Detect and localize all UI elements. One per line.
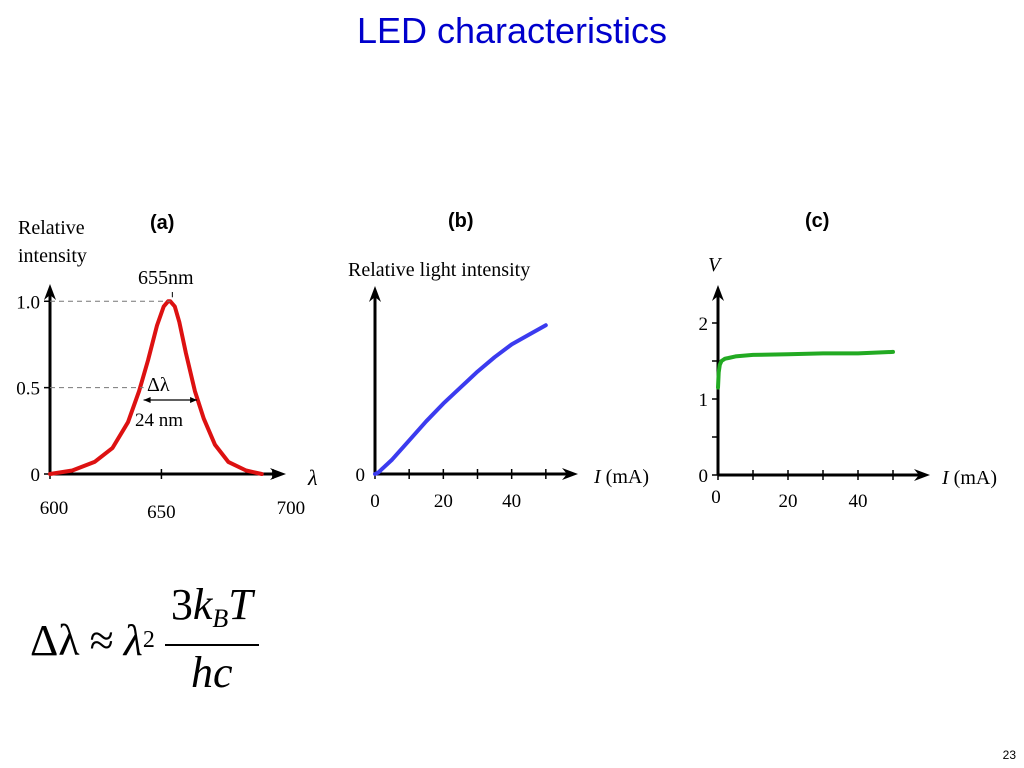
formula-numerator-sub: B [212, 604, 229, 633]
chart-c-y-arrow [712, 285, 724, 301]
chart-a-x-tick-label: 700 [277, 498, 306, 519]
formula-numerator-t: T [228, 580, 253, 629]
page-number: 23 [1002, 748, 1016, 762]
chart-b-x-tick-label: 40 [502, 491, 521, 512]
chart-a-width-symbol: Δλ [147, 374, 170, 396]
chart-b-y-arrow [369, 286, 381, 302]
formula-exponent: 2 [142, 626, 155, 653]
formula-approx: ≈ [89, 615, 114, 665]
panel-label-b: (b) [448, 210, 474, 232]
chart-c-xlabel-symbol: I [941, 467, 950, 489]
formula-numerator-coef: 3 [170, 580, 193, 629]
chart-a-ylabel-line-1: Relative [18, 217, 85, 239]
chart-c-y-tick-label: 2 [699, 314, 709, 335]
chart-c-xlabel: I (mA) [941, 467, 997, 489]
chart-c-y-tick-label: 1 [699, 390, 709, 411]
chart-b-x-tick-label: 0 [370, 491, 380, 512]
panel-label-a: (a) [150, 212, 175, 234]
chart-c-y-tick-label: 0 [699, 466, 709, 487]
chart-a-x-tick-label: 650 [147, 502, 176, 523]
chart-a-fwhm-arrow-left [143, 397, 151, 403]
chart-b-intensity: Relative light intensity I (mA) 0 20 40 0 [348, 259, 649, 512]
chart-b-xlabel-symbol: I [593, 466, 602, 488]
chart-a-y-tick-label: 0.5 [16, 379, 40, 400]
chart-b-ylabel: Relative light intensity [348, 259, 530, 281]
chart-b-series-line [373, 323, 548, 476]
chart-a-y-tick-label: 0 [31, 465, 41, 486]
chart-b-xlabel-unit: (mA) [601, 466, 649, 488]
chart-a-x-arrow [270, 468, 286, 480]
chart-b-x-tick-label: 20 [434, 491, 453, 512]
chart-a-ylabel-line-2: intensity [18, 245, 87, 267]
chart-c-x-tick-label: 0 [711, 487, 721, 508]
chart-a-peak-label: 655nm [138, 267, 194, 289]
chart-c-ylabel: V [708, 254, 723, 276]
panel-label-c: (c) [805, 210, 830, 232]
chart-a-x-tick-label: 600 [40, 498, 69, 519]
chart-a-fwhm-arrow-right [190, 397, 198, 403]
formula-lhs: Δλ [30, 615, 80, 665]
chart-b-x-arrow [562, 468, 578, 480]
chart-b-y-tick-label: 0 [356, 465, 366, 486]
chart-b-xlabel: I (mA) [593, 466, 649, 488]
formula-numerator: 3kBT [164, 580, 259, 646]
chart-c-series-line [716, 349, 895, 390]
chart-c-x-tick-label: 20 [779, 491, 798, 512]
chart-a-y-tick-label: 1.0 [16, 292, 40, 313]
chart-c-xlabel-unit: (mA) [949, 467, 997, 489]
formula-denominator: hc [191, 648, 233, 697]
formula-numerator-k: k [192, 580, 213, 629]
formula-fraction: 3kBT hc [164, 580, 259, 698]
slide-title: LED characteristics [356, 10, 668, 51]
chart-a-xlabel: λ [307, 465, 318, 490]
chart-c-x-tick-label: 40 [849, 491, 868, 512]
chart-a-width-label: 24 nm [135, 410, 183, 431]
formula-lambda: λ [123, 615, 143, 665]
chart-a-y-arrow [44, 284, 56, 300]
chart-a-spectrum: Relative intensity 655nm Δλ 24 nm λ 600 6… [16, 217, 318, 523]
chart-c-x-arrow [914, 469, 930, 481]
chart-c-voltage: V I (mA) 0 20 40 0 1 2 [699, 254, 998, 512]
